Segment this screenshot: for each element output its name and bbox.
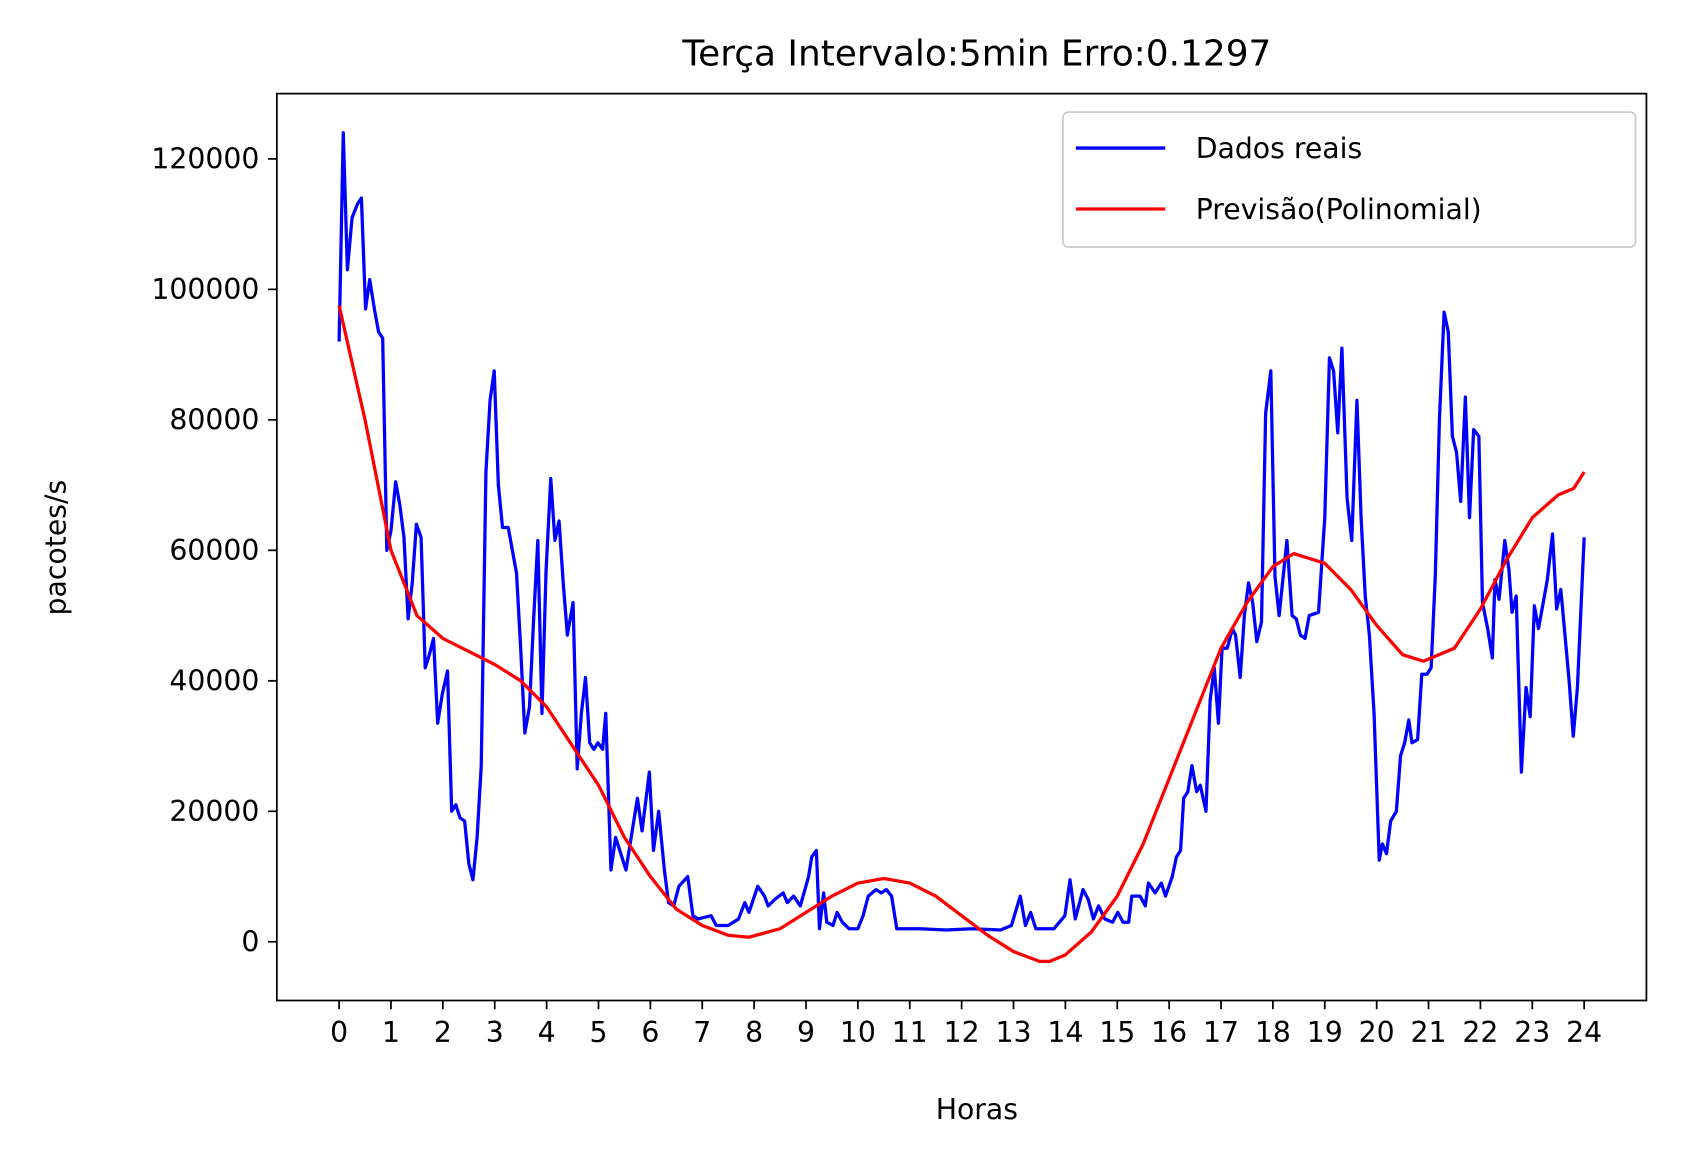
y-axis-label: pacotes/s [40,480,73,616]
x-tick-label: 3 [486,1016,504,1049]
x-tick-label: 7 [693,1016,711,1049]
x-tick-label: 23 [1514,1016,1550,1049]
x-tick-label: 19 [1307,1016,1343,1049]
x-tick-label: 2 [434,1016,452,1049]
x-tick-label: 22 [1462,1016,1498,1049]
x-tick-label: 11 [892,1016,928,1049]
legend-label: Dados reais [1196,132,1363,165]
chart-title: Terça Intervalo:5min Erro:0.1297 [681,33,1271,74]
x-tick-label: 6 [641,1016,659,1049]
x-tick-label: 13 [996,1016,1032,1049]
x-tick-label: 5 [589,1016,607,1049]
x-tick-label: 16 [1151,1016,1187,1049]
x-tick-label: 4 [538,1016,556,1049]
y-tick-label: 100000 [151,273,259,306]
x-tick-label: 0 [330,1016,348,1049]
plot-frame [275,92,1648,1002]
x-tick-label: 8 [745,1016,763,1049]
y-tick-label: 80000 [169,404,259,437]
y-tick-label: 0 [241,926,259,959]
x-tick-label: 20 [1359,1016,1395,1049]
legend-box [1062,111,1637,249]
y-tick-label: 120000 [151,143,259,176]
data-line [337,305,1586,963]
x-tick-label: 12 [944,1016,980,1049]
x-tick-label: 24 [1566,1016,1602,1049]
legend-label: Previsão(Polinomial) [1196,193,1482,226]
x-tick-label: 17 [1203,1016,1239,1049]
y-tick-label: 20000 [169,795,259,828]
x-tick-label: 9 [797,1016,815,1049]
x-tick-label: 15 [1099,1016,1135,1049]
x-tick-label: 21 [1411,1016,1447,1049]
data-line [337,131,1586,932]
y-tick-label: 40000 [169,665,259,698]
x-tick-label: 1 [382,1016,400,1049]
x-tick-label: 10 [840,1016,876,1049]
x-tick-label: 14 [1047,1016,1083,1049]
x-tick-label: 18 [1255,1016,1291,1049]
y-tick-label: 60000 [169,534,259,567]
x-axis-label: Horas [936,1093,1018,1126]
